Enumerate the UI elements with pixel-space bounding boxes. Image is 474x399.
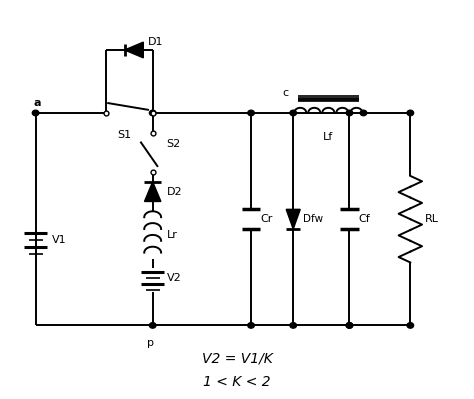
Polygon shape [286, 209, 300, 229]
Text: Cf: Cf [359, 214, 371, 224]
Text: p: p [147, 338, 154, 348]
Text: a: a [33, 98, 41, 108]
Circle shape [32, 110, 39, 116]
Circle shape [248, 110, 255, 116]
Circle shape [360, 110, 367, 116]
Text: Lf: Lf [323, 132, 334, 142]
Circle shape [407, 110, 414, 116]
Text: Cr: Cr [260, 214, 273, 224]
Text: D2: D2 [167, 187, 182, 197]
Circle shape [346, 110, 353, 116]
Polygon shape [125, 42, 143, 58]
Text: S2: S2 [167, 139, 181, 149]
Text: c: c [283, 88, 289, 98]
Text: V2 = V1/K: V2 = V1/K [201, 352, 273, 366]
Circle shape [346, 323, 353, 328]
Circle shape [290, 110, 297, 116]
Circle shape [407, 323, 414, 328]
Text: Dfw: Dfw [302, 214, 323, 224]
Circle shape [290, 323, 297, 328]
Text: S1: S1 [118, 130, 132, 140]
Circle shape [248, 323, 255, 328]
Text: D1: D1 [148, 37, 164, 47]
Text: Lr: Lr [167, 230, 178, 240]
Text: RL: RL [424, 214, 438, 224]
Circle shape [149, 110, 156, 116]
Circle shape [149, 323, 156, 328]
Circle shape [346, 323, 353, 328]
Polygon shape [145, 182, 161, 201]
Text: V2: V2 [167, 273, 182, 283]
Text: V1: V1 [52, 235, 66, 245]
Text: 1 < K < 2: 1 < K < 2 [203, 375, 271, 389]
